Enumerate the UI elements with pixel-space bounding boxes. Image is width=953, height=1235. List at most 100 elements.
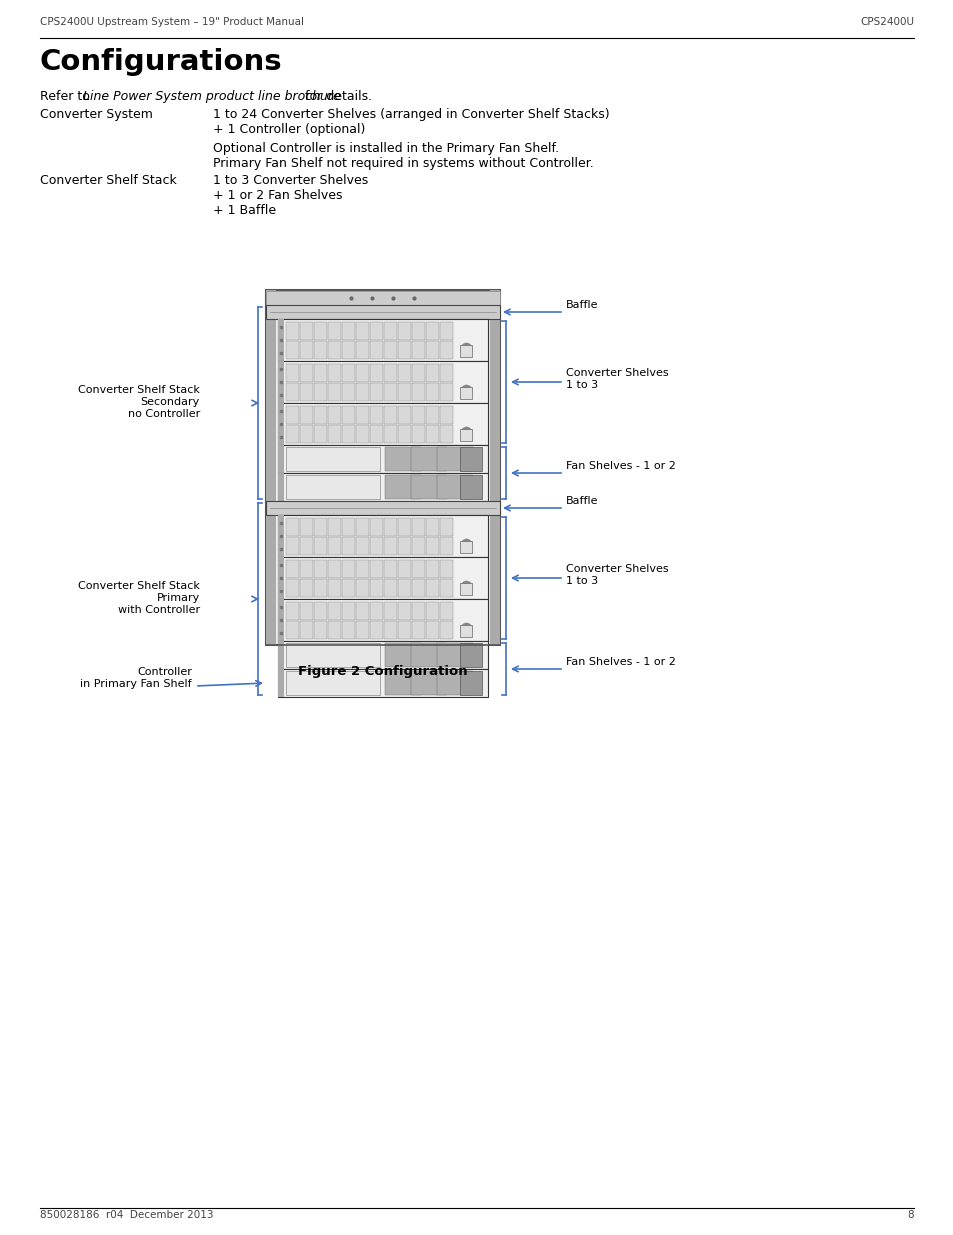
Bar — [412, 364, 424, 382]
Bar — [436, 671, 473, 695]
Bar — [440, 383, 453, 400]
Bar — [356, 406, 369, 424]
Bar — [277, 361, 488, 403]
Circle shape — [461, 343, 471, 353]
Text: 1 to 3: 1 to 3 — [565, 380, 598, 390]
Bar — [440, 341, 453, 358]
Bar — [384, 579, 396, 597]
Bar — [426, 425, 438, 442]
Bar — [314, 364, 327, 382]
Bar — [426, 322, 438, 340]
Bar — [286, 425, 298, 442]
Text: Line Power System product line brochure: Line Power System product line brochure — [83, 90, 340, 103]
Bar — [277, 319, 488, 361]
Bar — [356, 364, 369, 382]
Text: Converter Shelf Stack: Converter Shelf Stack — [78, 385, 200, 395]
Text: Controller: Controller — [137, 667, 192, 677]
Bar — [314, 341, 327, 358]
Bar — [412, 601, 424, 620]
Bar — [314, 406, 327, 424]
Bar — [385, 475, 421, 499]
Bar — [384, 364, 396, 382]
Bar — [300, 621, 313, 638]
Bar — [328, 383, 340, 400]
Bar — [342, 621, 355, 638]
Text: Fan Shelves - 1 or 2: Fan Shelves - 1 or 2 — [565, 461, 675, 471]
Text: for details.: for details. — [301, 90, 372, 103]
Bar — [385, 643, 421, 667]
Text: 8: 8 — [906, 1210, 913, 1220]
Bar — [356, 579, 369, 597]
Bar — [460, 429, 472, 441]
Text: Converter Shelves: Converter Shelves — [565, 368, 668, 378]
Bar — [286, 447, 380, 471]
Bar — [460, 583, 472, 595]
Bar — [342, 364, 355, 382]
Bar — [314, 601, 327, 620]
Bar — [342, 559, 355, 578]
Bar — [411, 447, 447, 471]
Bar — [328, 601, 340, 620]
Bar — [412, 537, 424, 555]
Bar — [460, 541, 472, 553]
Bar — [440, 425, 453, 442]
Bar — [342, 406, 355, 424]
Bar — [426, 364, 438, 382]
Bar — [440, 579, 453, 597]
Bar — [277, 599, 488, 641]
Bar — [314, 537, 327, 555]
Text: Converter Shelves: Converter Shelves — [565, 564, 668, 574]
Bar — [436, 643, 473, 667]
Bar — [426, 537, 438, 555]
Bar — [300, 601, 313, 620]
Bar — [426, 383, 438, 400]
Bar — [426, 601, 438, 620]
Bar — [460, 387, 472, 399]
Bar — [342, 322, 355, 340]
Bar — [398, 425, 411, 442]
Bar — [398, 322, 411, 340]
Bar — [440, 621, 453, 638]
Bar — [300, 341, 313, 358]
Bar — [356, 621, 369, 638]
Bar — [356, 425, 369, 442]
Bar — [370, 621, 382, 638]
Bar — [411, 475, 447, 499]
Text: no Controller: no Controller — [128, 409, 200, 419]
Bar — [384, 425, 396, 442]
Bar — [300, 537, 313, 555]
Circle shape — [461, 427, 471, 437]
Bar — [385, 671, 421, 695]
Bar — [398, 517, 411, 536]
Bar — [370, 517, 382, 536]
Bar — [277, 557, 488, 599]
Bar — [426, 517, 438, 536]
Bar — [266, 290, 499, 645]
Bar — [412, 322, 424, 340]
Text: CPS2400U: CPS2400U — [859, 17, 913, 27]
Bar — [286, 621, 298, 638]
Bar — [426, 341, 438, 358]
Text: Optional Controller is installed in the Primary Fan Shelf.: Optional Controller is installed in the … — [213, 142, 558, 156]
Bar — [266, 291, 499, 305]
Bar — [314, 579, 327, 597]
Bar — [370, 406, 382, 424]
Bar — [370, 537, 382, 555]
Bar — [277, 641, 488, 669]
Bar — [384, 322, 396, 340]
Bar — [370, 322, 382, 340]
Bar — [412, 517, 424, 536]
Bar — [342, 425, 355, 442]
Bar — [328, 579, 340, 597]
Bar — [370, 341, 382, 358]
Bar — [459, 643, 481, 667]
Bar — [277, 599, 284, 641]
Bar — [384, 559, 396, 578]
Text: + 1 Controller (optional): + 1 Controller (optional) — [213, 124, 365, 136]
Bar — [384, 537, 396, 555]
Bar — [342, 601, 355, 620]
Text: CPS2400U Upstream System – 19" Product Manual: CPS2400U Upstream System – 19" Product M… — [40, 17, 304, 27]
Bar — [356, 517, 369, 536]
Text: 1 to 3 Converter Shelves: 1 to 3 Converter Shelves — [213, 174, 368, 186]
Text: Secondary: Secondary — [141, 396, 200, 408]
